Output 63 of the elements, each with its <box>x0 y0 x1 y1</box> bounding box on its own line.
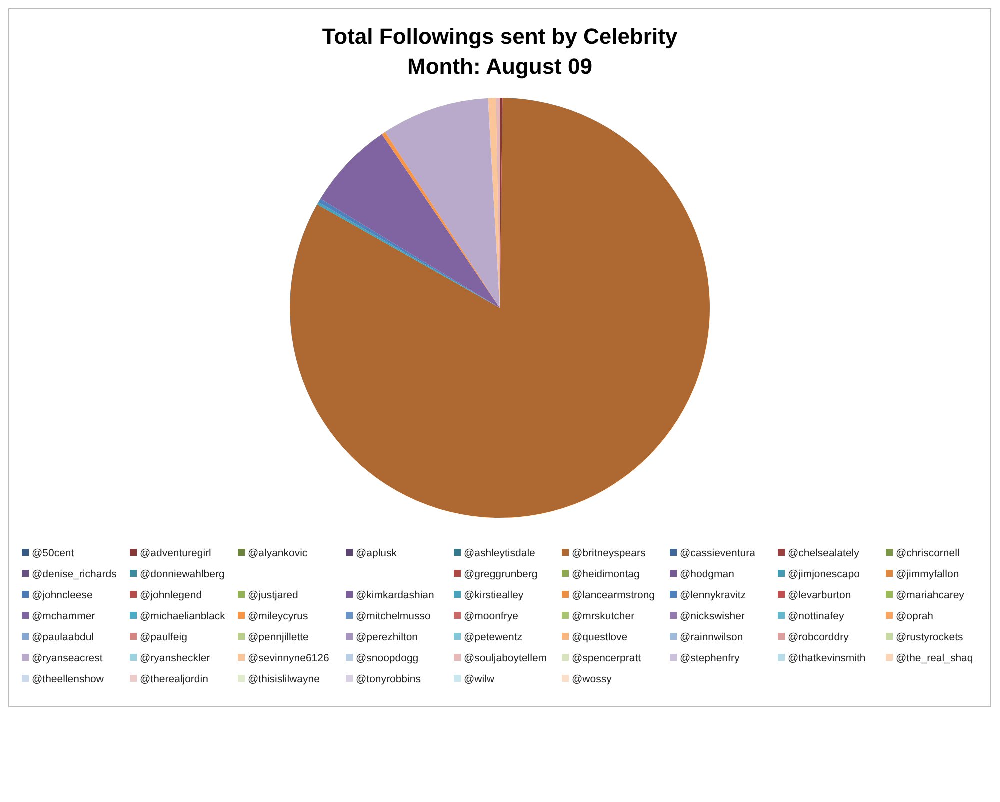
legend-label: @ashleytisdale <box>464 548 536 560</box>
legend-label: @stephenfry <box>680 652 740 665</box>
legend-label: @jimmyfallon <box>896 568 960 581</box>
pie-slice <box>320 134 500 308</box>
pie-slice <box>385 98 500 308</box>
legend-label: @spencerpratt <box>572 652 642 665</box>
legend-label: @paulfeig <box>140 632 188 644</box>
legend-label: @ryansheckler <box>140 652 211 665</box>
pie-slice <box>290 98 710 518</box>
legend-label: @greggrunberg <box>464 568 538 581</box>
legend-label: @donniewahlberg <box>140 568 225 581</box>
legend-label: @heidimontag <box>572 568 640 581</box>
legend-label: @theellenshow <box>32 674 104 686</box>
legend-label: @ryanseacrest <box>32 652 103 665</box>
legend-label: @levarburton <box>788 590 852 602</box>
legend-label: @britneyspears <box>572 548 646 560</box>
legend-label: @petewentz <box>464 632 523 644</box>
legend-label: @paulaabdul <box>32 632 94 644</box>
legend-label: @moonfrye <box>464 610 519 623</box>
legend-label: @wilw <box>464 674 495 686</box>
legend-label: @tonyrobbins <box>356 674 421 686</box>
legend-label: @chelsealately <box>788 548 860 560</box>
legend-label: @mileycyrus <box>248 610 308 623</box>
chart-subtitle: Month: August 09 <box>408 54 592 79</box>
legend-label: @adventuregirl <box>140 548 212 560</box>
legend-label: @sevinnyne6126 <box>248 652 330 665</box>
legend-label: @oprah <box>896 610 934 623</box>
legend-label: @50cent <box>32 548 74 560</box>
legend-label: @lennykravitz <box>680 590 746 602</box>
legend-label: @rustyrockets <box>896 632 964 644</box>
legend-label: @therealjordin <box>140 674 209 686</box>
legend-label: @the_real_shaq <box>896 652 974 665</box>
legend-label: @johnlegend <box>140 590 202 602</box>
legend-label: @pennjillette <box>248 632 310 644</box>
legend-label: @johncleese <box>32 590 94 602</box>
legend-label: @justjared <box>248 590 299 602</box>
legend-label: @cassieventura <box>680 548 756 560</box>
legend-label: @jimjonescapo <box>788 568 860 581</box>
legend-label: @alyankovic <box>248 548 308 560</box>
legend-label: @robcorddry <box>788 632 850 644</box>
legend-label: @rainnwilson <box>680 632 744 644</box>
legend-label: @hodgman <box>680 568 735 581</box>
legend-label: @thatkevinsmith <box>788 652 866 665</box>
legend-label: @questlove <box>572 632 628 644</box>
legend-label: @mitchelmusso <box>356 610 432 623</box>
legend-label: @snoopdogg <box>356 652 419 665</box>
legend-label: @thisislilwayne <box>248 674 320 686</box>
legend-label: @mariahcarey <box>896 590 966 602</box>
legend-label: @mrskutcher <box>572 610 636 623</box>
legend-label: @michaelianblack <box>140 610 226 623</box>
legend-label: @wossy <box>572 674 613 686</box>
chart-title: Total Followings sent by Celebrity <box>322 24 678 49</box>
legend-label: @denise_richards <box>32 568 117 581</box>
legend-label: @aplusk <box>356 548 398 560</box>
legend-label: @kirstiealley <box>464 590 524 602</box>
legend-label: @chriscornell <box>896 548 960 560</box>
legend-label: @mchammer <box>32 610 96 623</box>
legend-label: @nickswisher <box>680 610 746 623</box>
legend-label: @perezhilton <box>356 632 418 644</box>
legend-label: @souljaboytellem <box>464 652 548 665</box>
legend-label: @nottinafey <box>788 610 845 623</box>
legend-label: @kimkardashian <box>356 590 435 602</box>
legend-label: @lancearmstrong <box>572 590 656 602</box>
